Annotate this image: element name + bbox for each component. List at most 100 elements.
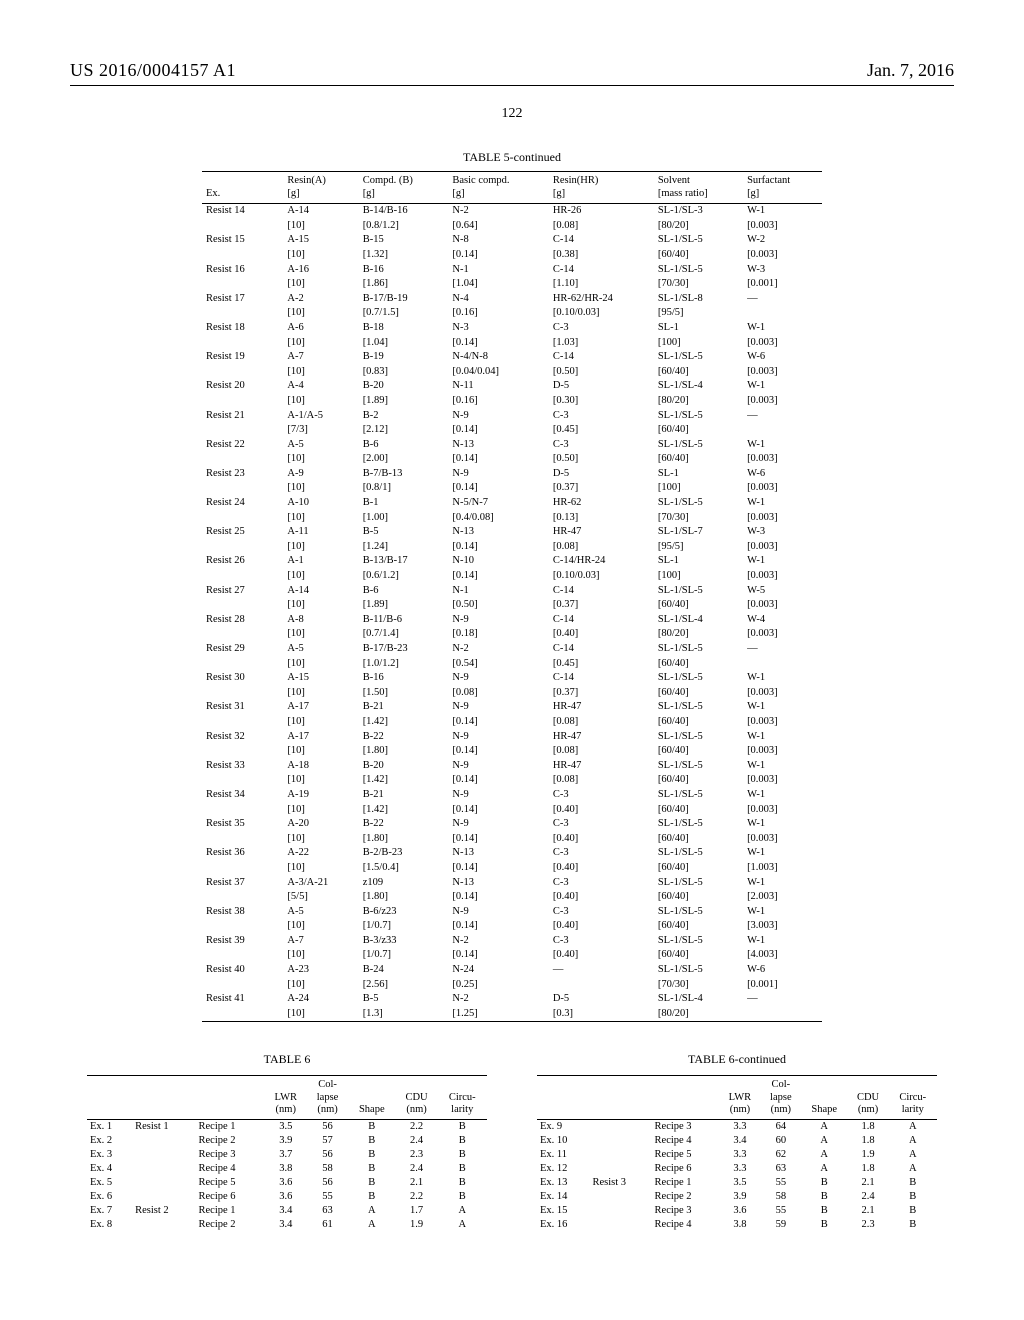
table-cell: [10]: [283, 394, 358, 409]
table-cell: —: [743, 642, 822, 657]
table-cell: [132, 1162, 195, 1176]
table-cell: [0.003]: [743, 394, 822, 409]
table-cell: 1.9: [396, 1218, 438, 1232]
table-row: Resist 31A-17B-21N-9HR-47SL-1/SL-5W-1: [202, 700, 822, 715]
table-cell: B: [801, 1218, 848, 1232]
table-cell: [202, 919, 283, 934]
table-cell: B: [438, 1162, 487, 1176]
table-cell: Resist 36: [202, 846, 283, 861]
table-cell: N-1: [448, 263, 548, 278]
table-cell: SL-1: [654, 467, 743, 482]
table-row: [5/5][1.80][0.14][0.40][60/40][2.003]: [202, 890, 822, 905]
table-cell: A-6: [283, 321, 358, 336]
table-row: [10][1/0.7][0.14][0.40][60/40][4.003]: [202, 948, 822, 963]
table-row: Ex. 7Resist 2Recipe 13.463A1.7A: [87, 1204, 487, 1218]
table-cell: B: [889, 1190, 937, 1204]
table-cell: SL-1/SL-5: [654, 496, 743, 511]
table-row: Resist 40A-23B-24N-24—SL-1/SL-5W-6: [202, 963, 822, 978]
table-cell: [60/40]: [654, 890, 743, 905]
table6-column-header: Circu-larity: [889, 1076, 937, 1119]
table-cell: 3.9: [719, 1190, 761, 1204]
table-cell: [0.08]: [549, 744, 654, 759]
table-cell: SL-1/SL-5: [654, 409, 743, 424]
table-cell: [0.40]: [549, 890, 654, 905]
table-cell: [10]: [283, 336, 358, 351]
table-cell: B: [438, 1176, 487, 1190]
table-cell: Ex. 1: [87, 1119, 132, 1134]
table-cell: A: [889, 1134, 937, 1148]
table-cell: SL-1/SL-5: [654, 876, 743, 891]
table-cell: [0.14]: [448, 423, 548, 438]
table-cell: A-5: [283, 642, 358, 657]
table-cell: [202, 569, 283, 584]
table-cell: [132, 1176, 195, 1190]
table5-column-header: Solvent[mass ratio]: [654, 172, 743, 204]
table-cell: [202, 365, 283, 380]
table-cell: N-9: [448, 700, 548, 715]
table-cell: N-9: [448, 905, 548, 920]
table-cell: SL-1/SL-5: [654, 905, 743, 920]
table-cell: Ex. 15: [537, 1204, 589, 1218]
table-cell: 2.1: [396, 1176, 438, 1190]
table-cell: W-1: [743, 876, 822, 891]
table-cell: SL-1/SL-5: [654, 700, 743, 715]
table-cell: B-19: [359, 350, 449, 365]
table-cell: C-3: [549, 905, 654, 920]
table-cell: Recipe 3: [652, 1119, 720, 1134]
table-cell: [10]: [283, 481, 358, 496]
table-cell: [202, 803, 283, 818]
table-cell: 3.3: [719, 1119, 761, 1134]
table-row: [10][1.89][0.16][0.30][80/20][0.003]: [202, 394, 822, 409]
table-cell: Resist 32: [202, 730, 283, 745]
table6-column-header: LWR(nm): [264, 1076, 307, 1119]
table-cell: Resist 29: [202, 642, 283, 657]
table-cell: Resist 38: [202, 905, 283, 920]
table-cell: [0.003]: [743, 452, 822, 467]
table-cell: [1.42]: [359, 803, 449, 818]
table-cell: [0.003]: [743, 481, 822, 496]
table-cell: [0.3]: [549, 1007, 654, 1022]
table-cell: N-2: [448, 992, 548, 1007]
table-row: Ex. 14Recipe 23.958B2.4B: [537, 1190, 937, 1204]
table-cell: [0.40]: [549, 919, 654, 934]
table5-column-header: Resin(HR)[g]: [549, 172, 654, 204]
table-cell: W-1: [743, 700, 822, 715]
table5-column-header: Basic compd.[g]: [448, 172, 548, 204]
table-cell: [0.45]: [549, 657, 654, 672]
table-cell: B-15: [359, 233, 449, 248]
table-cell: C-14: [549, 233, 654, 248]
table-cell: SL-1/SL-5: [654, 963, 743, 978]
table-row: [7/3][2.12][0.14][0.45][60/40]: [202, 423, 822, 438]
table-cell: W-1: [743, 905, 822, 920]
table-cell: Ex. 11: [537, 1148, 589, 1162]
table-row: Resist 16A-16B-16N-1C-14SL-1/SL-5W-3: [202, 263, 822, 278]
table-cell: [202, 890, 283, 905]
table-cell: W-2: [743, 233, 822, 248]
table-row: Resist 29A-5B-17/B-23N-2C-14SL-1/SL-5—: [202, 642, 822, 657]
table-cell: 55: [307, 1190, 348, 1204]
table-cell: [100]: [654, 481, 743, 496]
table-cell: Recipe 3: [652, 1204, 720, 1218]
table-cell: [80/20]: [654, 627, 743, 642]
table6-left-caption: TABLE 6: [87, 1052, 487, 1067]
table-cell: B-22: [359, 817, 449, 832]
table-cell: Resist 14: [202, 204, 283, 219]
table-cell: [0.003]: [743, 540, 822, 555]
table-cell: [0.003]: [743, 686, 822, 701]
table-cell: [70/30]: [654, 978, 743, 993]
table-cell: [0.40]: [549, 861, 654, 876]
table-cell: SL-1/SL-5: [654, 350, 743, 365]
table-cell: SL-1/SL-5: [654, 584, 743, 599]
table-cell: N-1: [448, 584, 548, 599]
table-cell: [1.04]: [359, 336, 449, 351]
table-cell: [0.40]: [549, 948, 654, 963]
table-cell: Ex. 13: [537, 1176, 589, 1190]
table-cell: Ex. 3: [87, 1148, 132, 1162]
table-cell: B-21: [359, 700, 449, 715]
page: US 2016/0004157 A1 Jan. 7, 2016 122 TABL…: [0, 0, 1024, 1272]
table-cell: Recipe 5: [196, 1176, 265, 1190]
table-cell: N-2: [448, 642, 548, 657]
table-cell: W-1: [743, 204, 822, 219]
table-cell: Resist 33: [202, 759, 283, 774]
table-cell: [0.8/1.2]: [359, 219, 449, 234]
